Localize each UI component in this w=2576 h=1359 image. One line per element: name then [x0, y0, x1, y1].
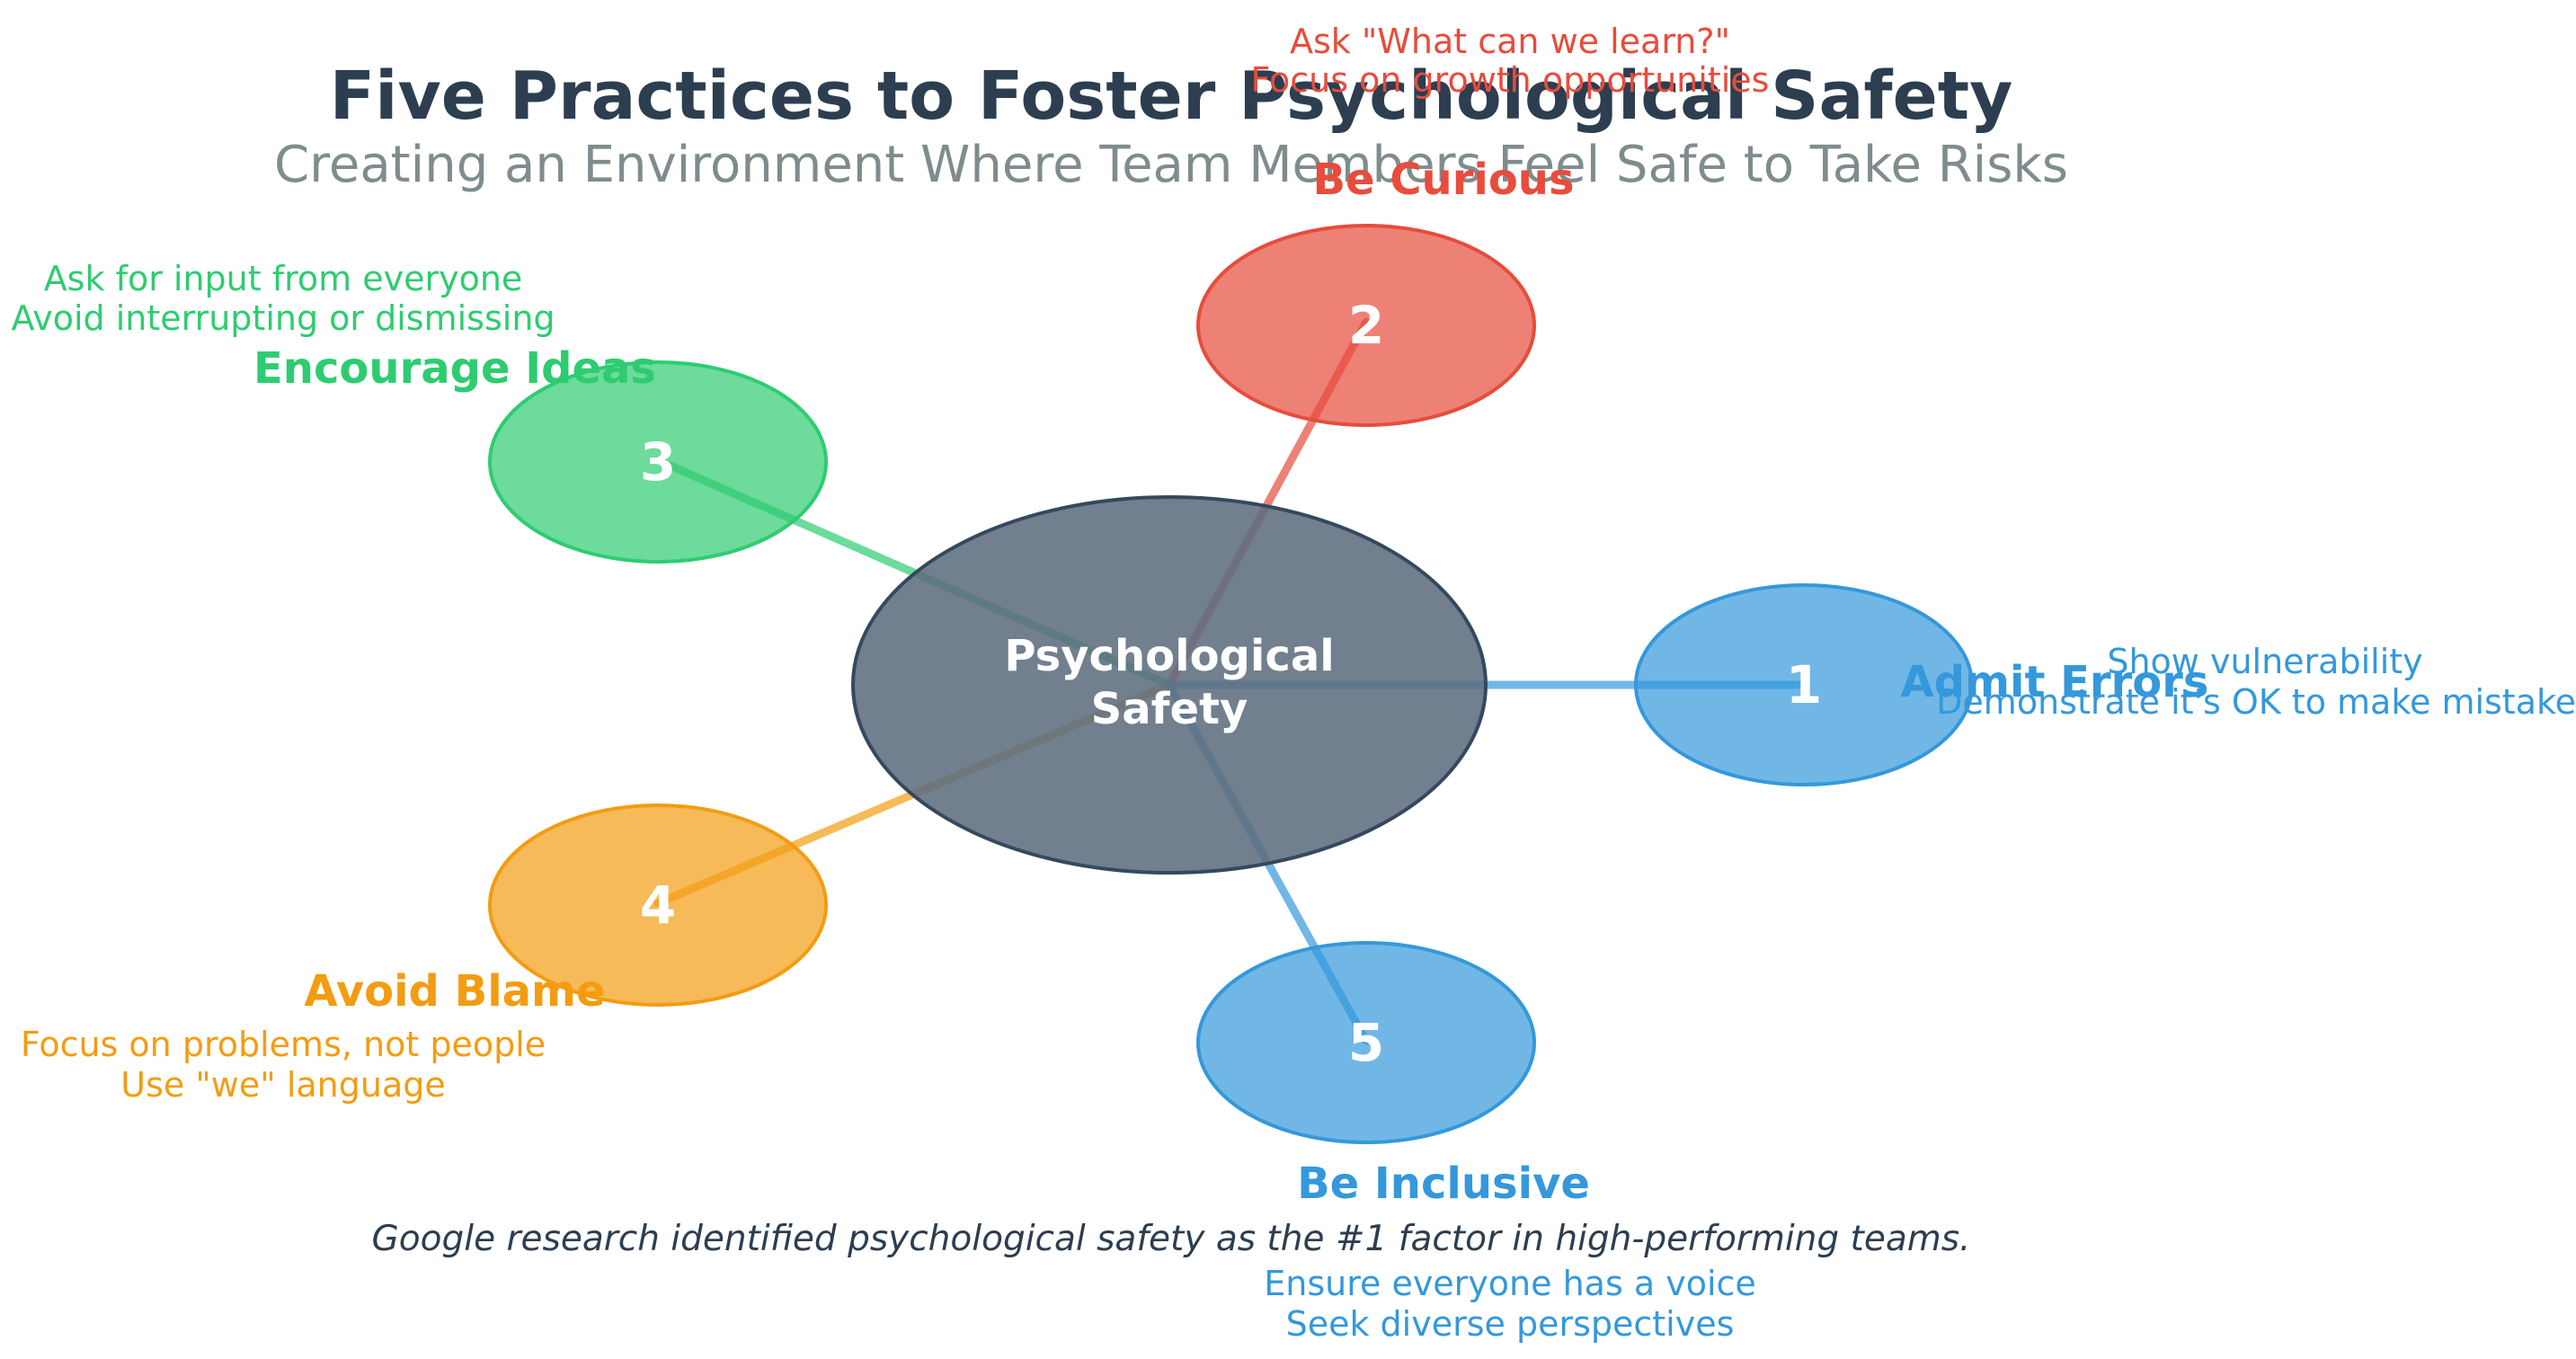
practice-ellipse-3 [488, 360, 828, 564]
practice-detail-4a: Focus on problems, not people [21, 1025, 546, 1064]
practice-detail-5b: Seek diverse perspectives [1286, 1304, 1735, 1344]
center-label-line2: Safety [1091, 684, 1248, 734]
practice-node-1: 1 Admit Errors Show vulnerability Demons… [1634, 583, 2576, 786]
practice-ellipse-2 [1196, 224, 1536, 427]
practice-node-4: 4 Avoid Blame Focus on problems, not peo… [21, 804, 828, 1105]
practice-label-3: Encourage Ideas [253, 343, 656, 394]
practice-node-3: 3 Encourage Ideas Ask for input from eve… [11, 259, 828, 564]
practice-number-2: 2 [1348, 295, 1384, 356]
page-title: Five Practices to Foster Psychological S… [330, 58, 2013, 135]
center-label-line1: Psychological [1004, 631, 1334, 681]
practice-label-2: Be Curious [1312, 155, 1574, 205]
practice-label-5: Be Inclusive [1297, 1159, 1590, 1209]
practice-detail-1a: Show vulnerability [2107, 642, 2422, 681]
practice-detail-2a: Ask "What can we learn?" [1290, 22, 1730, 61]
practice-detail-5a: Ensure everyone has a voice [1264, 1264, 1756, 1303]
practice-detail-3b: Avoid interrupting or dismissing [11, 298, 555, 338]
center-node: Psychological Safety [851, 495, 1488, 875]
practice-number-3: 3 [640, 431, 676, 493]
practice-number-4: 4 [640, 875, 676, 936]
practice-detail-4b: Use "we" language [120, 1065, 445, 1105]
practice-label-1: Admit Errors [1901, 657, 2209, 707]
practice-detail-2b: Focus on growth opportunities [1251, 60, 1770, 100]
practice-detail-3a: Ask for input from everyone [44, 259, 523, 298]
practice-node-5: 5 Be Inclusive Ensure everyone has a voi… [1196, 941, 1756, 1344]
page-subtitle: Creating an Environment Where Team Membe… [274, 136, 2068, 194]
practice-detail-1b: Demonstrate it's OK to make mistakes [1936, 682, 2576, 722]
practice-number-1: 1 [1786, 654, 1822, 715]
center-ellipse [851, 495, 1488, 875]
footnote: Google research identified psychological… [372, 1219, 1971, 1259]
practice-ellipse-5 [1196, 941, 1536, 1144]
practice-ellipse-1 [1634, 583, 1974, 786]
practice-node-2: 2 Be Curious Ask "What can we learn?" Fo… [1196, 22, 1770, 427]
practice-label-4: Avoid Blame [304, 966, 605, 1017]
practice-ellipse-4 [488, 804, 828, 1007]
practice-number-5: 5 [1348, 1012, 1384, 1073]
